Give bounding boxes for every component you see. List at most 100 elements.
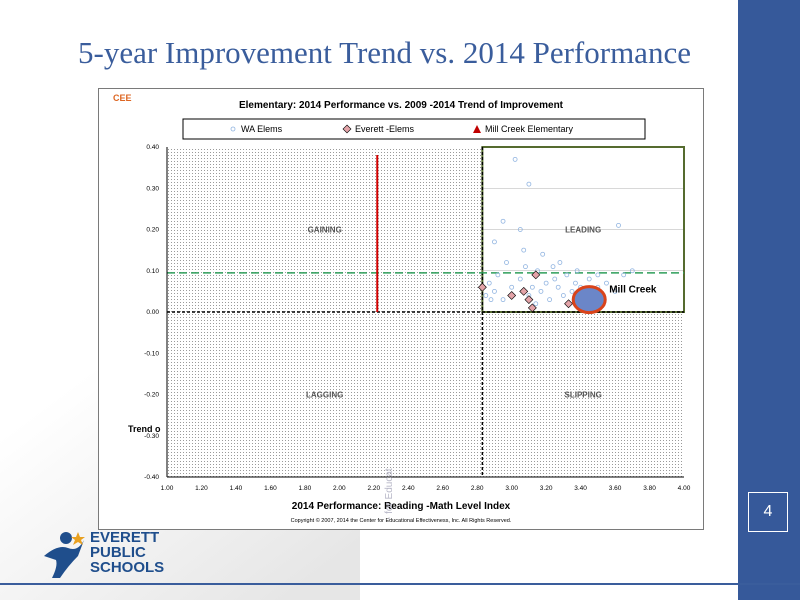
slide-title: 5-year Improvement Trend vs. 2014 Perfor… bbox=[78, 35, 691, 70]
y-tick-label: 0.20 bbox=[146, 227, 159, 234]
everett-elem-point bbox=[507, 291, 517, 300]
x-tick-label: 1.80 bbox=[299, 485, 312, 492]
wa-elem-point bbox=[555, 284, 561, 290]
wa-elem-point bbox=[552, 276, 558, 282]
wa-elem-point bbox=[550, 264, 556, 270]
wa-elem-point bbox=[573, 280, 578, 286]
y-tick-label: -0.20 bbox=[144, 392, 159, 399]
wa-elem-point bbox=[495, 272, 501, 278]
wa-elem-point bbox=[574, 268, 580, 274]
wa-elem-point bbox=[604, 280, 609, 286]
wa-elem-point bbox=[560, 293, 566, 298]
wa-elem-point bbox=[533, 301, 539, 307]
legend: WA Elems Everett -Elems Mill Creek Element… bbox=[230, 124, 574, 134]
x-axis-label: 2014 Performance: Reading -Math Level In… bbox=[292, 501, 511, 512]
logo-figure-icon bbox=[44, 532, 85, 578]
legend-marker-everett bbox=[342, 124, 352, 134]
wa-elem-point bbox=[586, 276, 592, 282]
everett-elem-point bbox=[524, 295, 534, 305]
wa-elem-point bbox=[488, 297, 494, 303]
bottom-rule bbox=[0, 583, 800, 585]
everett-logo: EVERETT PUBLIC SCHOOLS bbox=[38, 526, 188, 582]
x-tick-label: 1.60 bbox=[264, 485, 277, 492]
mill-creek-label: Mill Creek bbox=[609, 285, 657, 296]
everett-elem-point bbox=[477, 282, 487, 292]
x-tick-label: 3.40 bbox=[574, 485, 587, 492]
x-tick-label: 3.80 bbox=[643, 485, 656, 492]
chart-frame: CEE Elementary: 2014 Performance vs. 200… bbox=[98, 88, 704, 530]
vertical-footer-text: - for Educat bbox=[384, 468, 395, 520]
chart-footer: Copyright © 2007, 2014 the Center for Ed… bbox=[291, 517, 512, 524]
wa-elem-point bbox=[492, 288, 497, 294]
legend-box bbox=[182, 118, 646, 140]
everett-elem-point bbox=[531, 270, 541, 280]
legend-marker-wa bbox=[230, 126, 236, 132]
wa-elem-point bbox=[526, 181, 532, 187]
wa-elem-point bbox=[500, 297, 506, 303]
quadrant-label-3: SLIPPING bbox=[565, 391, 602, 400]
y-tick-label: 0.00 bbox=[146, 309, 159, 316]
wa-elem-point bbox=[595, 272, 601, 278]
x-tick-label: 4.00 bbox=[678, 485, 691, 492]
legend-marker-mill-creek bbox=[473, 125, 481, 133]
wa-elem-point bbox=[612, 288, 618, 294]
x-tick-label: 2.60 bbox=[436, 485, 449, 492]
wa-elem-point bbox=[621, 272, 627, 278]
wa-elem-point bbox=[616, 222, 621, 228]
x-tick-label: 1.20 bbox=[195, 485, 208, 492]
scatter-chart: CEE Elementary: 2014 Performance vs. 200… bbox=[113, 93, 691, 524]
x-tick-label: 1.00 bbox=[161, 485, 174, 492]
wa-elem-point bbox=[517, 227, 523, 232]
x-tick-label: 2.20 bbox=[367, 485, 380, 492]
legend-entry: Mill Creek Elementary bbox=[485, 124, 574, 134]
wa-elem-point bbox=[564, 272, 570, 278]
mill-creek-highlight bbox=[571, 285, 607, 315]
wa-elem-point bbox=[529, 284, 535, 290]
wa-elem-point bbox=[540, 251, 546, 257]
y-tick-label: 0.40 bbox=[146, 144, 159, 151]
chart-brand-logo: CEE bbox=[113, 93, 132, 103]
wa-elem-point bbox=[521, 247, 527, 253]
x-tick-label: 1.40 bbox=[230, 485, 243, 492]
wa-elem-point bbox=[543, 280, 549, 286]
wa-elem-point bbox=[486, 280, 492, 286]
quadrant-gaining-bg bbox=[167, 147, 483, 312]
x-tick-label: 3.60 bbox=[609, 485, 622, 492]
y-tick-label: -0.40 bbox=[144, 474, 159, 481]
quadrant-label-0: GAINING bbox=[308, 226, 342, 235]
y-tick-label: -0.30 bbox=[144, 433, 159, 440]
quadrant-label-1: LEADING bbox=[565, 226, 601, 235]
logo-line-1: EVERETT bbox=[90, 529, 160, 546]
wa-elem-point bbox=[483, 293, 489, 298]
y-axis-label-fragment: Trend o bbox=[128, 424, 161, 434]
quadrant-lower-bg bbox=[167, 312, 684, 477]
wa-elem-point bbox=[629, 268, 635, 274]
logo-text: EVERETT PUBLIC SCHOOLS bbox=[90, 530, 164, 575]
x-tick-label: 2.80 bbox=[471, 485, 484, 492]
wa-elem-point bbox=[504, 260, 509, 265]
wa-elem-point bbox=[512, 156, 518, 162]
logo-line-2: PUBLIC bbox=[90, 544, 146, 561]
wa-elem-point bbox=[517, 276, 523, 282]
everett-elem-point bbox=[519, 286, 529, 296]
wa-elem-point bbox=[509, 284, 515, 290]
wa-elem-point bbox=[500, 218, 506, 224]
wa-elem-point bbox=[569, 288, 575, 294]
wa-elem-point bbox=[523, 264, 528, 270]
chart-title: Elementary: 2014 Performance vs. 2009 -2… bbox=[239, 100, 564, 111]
wa-elem-point bbox=[547, 297, 552, 303]
page-number: 4 bbox=[748, 492, 788, 532]
y-tick-label: 0.30 bbox=[146, 185, 159, 192]
y-tick-label: -0.10 bbox=[144, 350, 159, 357]
x-tick-label: 3.20 bbox=[540, 485, 553, 492]
quadrant-label-2: LAGGING bbox=[306, 391, 343, 400]
wa-elem-point bbox=[492, 239, 497, 245]
x-tick-label: 3.00 bbox=[505, 485, 518, 492]
wa-elem-point bbox=[557, 260, 563, 265]
x-tick-label: 2.40 bbox=[402, 485, 415, 492]
logo-line-3: SCHOOLS bbox=[90, 559, 165, 576]
plot-area: GAINING LEADING LAGGING SLIPPING 1.00 1.20 1.4… bbox=[144, 144, 691, 492]
everett-elem-point bbox=[527, 303, 537, 313]
legend-entry: Everett -Elems bbox=[355, 124, 415, 134]
x-tick-label: 2.00 bbox=[333, 485, 346, 492]
